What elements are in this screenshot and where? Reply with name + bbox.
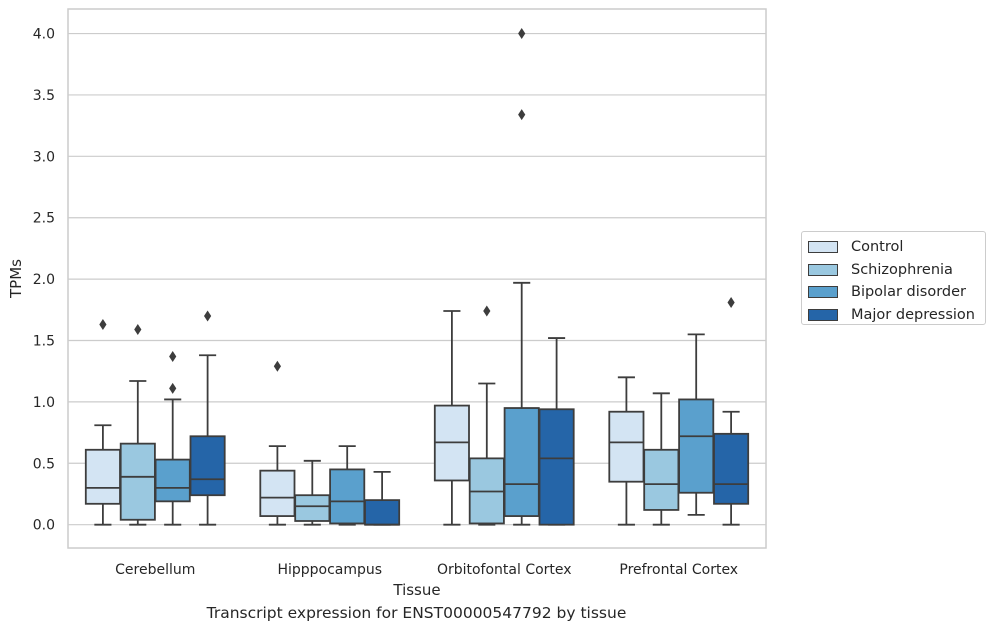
y-axis-label: TPMs (7, 259, 25, 299)
box (189, 310, 226, 526)
box-iqr (84, 448, 121, 505)
x-tick-label: Cerebellum (115, 562, 195, 578)
box (713, 296, 750, 526)
box (259, 360, 296, 526)
box-series (84, 28, 750, 526)
box-iqr (503, 407, 540, 517)
legend: Control Schizophrenia Bipolar disorder Majo… (801, 231, 986, 325)
box (608, 376, 645, 526)
box (643, 392, 680, 526)
y-tick-label: 3.0 (33, 149, 55, 165)
box (364, 470, 401, 526)
outlier-point (99, 319, 107, 331)
box (433, 310, 470, 526)
legend-item: Bipolar disorder (808, 281, 985, 304)
chart-caption: Transcript expression for ENST0000054779… (206, 604, 627, 622)
box-iqr (608, 410, 645, 483)
y-tick-labels: 0.0 0.5 1.0 1.5 2.0 2.5 3.0 3.5 4.0 (33, 27, 55, 534)
box (503, 28, 540, 526)
legend-item: Schizophrenia (808, 259, 985, 282)
legend-swatch (808, 263, 838, 276)
x-tick-label: Prefrontal Cortex (619, 562, 738, 578)
box-iqr (154, 458, 191, 503)
legend-swatch (808, 241, 838, 254)
legend-label: Bipolar disorder (851, 284, 966, 301)
box (154, 350, 191, 526)
box-iqr (294, 494, 331, 522)
plot-frame (67, 8, 767, 549)
box-iqr (713, 432, 750, 505)
box-iqr (538, 408, 575, 526)
box-iqr (678, 398, 715, 494)
series-schizophrenia (119, 305, 680, 526)
outlier-point (518, 28, 526, 40)
outlier-point (204, 310, 212, 322)
box-iqr (189, 435, 226, 497)
y-tick-label: 1.0 (33, 395, 55, 411)
x-tick-label: Hipppocampus (277, 562, 382, 578)
outlier-point (169, 382, 177, 394)
outlier-point (134, 323, 142, 335)
legend-swatch (808, 286, 838, 299)
legend-label: Schizophrenia (851, 261, 953, 278)
outlier-point (483, 305, 491, 317)
y-tick-label: 3.5 (33, 88, 55, 104)
y-tick-label: 0.5 (33, 456, 55, 472)
box (329, 445, 366, 526)
x-tick-labels: Cerebellum Hipppocampus Orbitofontal Corte… (115, 562, 738, 578)
legend-label: Control (851, 239, 904, 256)
y-tick-label: 2.0 (33, 272, 55, 288)
box (538, 337, 575, 526)
box (119, 323, 156, 526)
outlier-point (727, 296, 735, 308)
outlier-point (273, 360, 281, 372)
legend-label: Major depression (851, 306, 975, 323)
outlier-point (169, 350, 177, 362)
box (468, 305, 505, 526)
box (84, 319, 121, 526)
box-iqr (259, 469, 296, 517)
legend-swatch (808, 308, 838, 321)
y-tick-label: 2.5 (33, 211, 55, 227)
x-tick-label: Orbitofontal Cortex (437, 562, 572, 578)
series-major-depression (189, 296, 750, 526)
box (294, 459, 331, 526)
y-tick-label: 4.0 (33, 27, 55, 43)
series-bipolar-disorder (154, 28, 715, 526)
y-tick-label: 1.5 (33, 334, 55, 350)
box-iqr (119, 442, 156, 521)
series-control (84, 310, 645, 526)
legend-item: Control (808, 236, 985, 259)
box-iqr (364, 499, 401, 526)
y-tick-label: 0.0 (33, 518, 55, 534)
outlier-point (518, 109, 526, 121)
box-iqr (643, 448, 680, 511)
box-iqr (329, 468, 366, 525)
x-axis-label: Tissue (392, 581, 440, 599)
box (678, 333, 715, 516)
legend-item: Major depression (808, 304, 985, 327)
